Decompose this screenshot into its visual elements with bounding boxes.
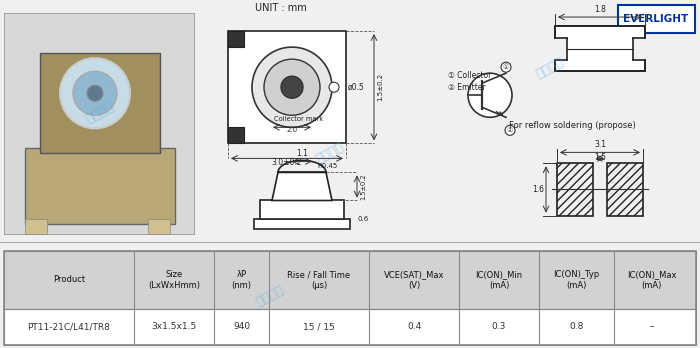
Text: 1.1: 1.1 bbox=[296, 149, 308, 158]
Circle shape bbox=[264, 59, 320, 115]
Text: 1.5±0.2: 1.5±0.2 bbox=[360, 173, 366, 200]
Text: PT11-21C/L41/TR8: PT11-21C/L41/TR8 bbox=[27, 323, 111, 332]
Bar bbox=[228, 127, 244, 143]
Bar bbox=[228, 31, 244, 47]
Text: IC(ON)_Typ
(mA): IC(ON)_Typ (mA) bbox=[554, 270, 600, 290]
Text: 3x1.5x1.5: 3x1.5x1.5 bbox=[151, 323, 197, 332]
Text: 1.5: 1.5 bbox=[594, 153, 606, 163]
Polygon shape bbox=[272, 172, 332, 200]
Text: R0.45: R0.45 bbox=[317, 164, 337, 169]
Bar bbox=[228, 31, 346, 143]
Bar bbox=[260, 200, 344, 219]
Text: UNIT : mm: UNIT : mm bbox=[255, 3, 307, 13]
Text: Size
(LxWxHmm): Size (LxWxHmm) bbox=[148, 270, 200, 290]
Text: 1.8: 1.8 bbox=[594, 5, 606, 14]
Text: 超毅电子: 超毅电子 bbox=[314, 141, 346, 166]
Text: IC(ON)_Min
(mA): IC(ON)_Min (mA) bbox=[475, 270, 523, 290]
Text: ø0.5: ø0.5 bbox=[348, 83, 365, 92]
Bar bbox=[25, 219, 47, 234]
Text: IC(ON)_Max
(mA): IC(ON)_Max (mA) bbox=[626, 270, 676, 290]
Text: 1.5±0.2: 1.5±0.2 bbox=[377, 73, 383, 101]
Bar bbox=[557, 164, 593, 215]
Bar bbox=[618, 5, 695, 33]
Bar bbox=[254, 219, 350, 229]
Circle shape bbox=[501, 62, 511, 72]
Bar bbox=[555, 26, 645, 71]
Text: EVERLIGHT: EVERLIGHT bbox=[624, 14, 689, 24]
Text: ②: ② bbox=[507, 127, 513, 133]
Text: 0.8: 0.8 bbox=[569, 323, 584, 332]
Circle shape bbox=[505, 125, 515, 135]
Bar bbox=[4, 251, 696, 309]
Circle shape bbox=[468, 73, 512, 117]
Bar bbox=[554, 38, 567, 60]
Circle shape bbox=[281, 76, 303, 98]
Bar bbox=[4, 309, 696, 345]
Circle shape bbox=[329, 82, 339, 92]
Text: 1.6: 1.6 bbox=[532, 185, 544, 194]
Circle shape bbox=[87, 85, 103, 101]
Text: ② Emitter: ② Emitter bbox=[448, 83, 486, 92]
Text: 3.0±0.2: 3.0±0.2 bbox=[272, 158, 302, 167]
Bar bbox=[4, 251, 696, 345]
Text: λP
(nm): λP (nm) bbox=[232, 270, 251, 290]
Text: 3.1: 3.1 bbox=[594, 140, 606, 149]
Text: Rise / Fall Time
(μs): Rise / Fall Time (μs) bbox=[288, 270, 351, 290]
Bar bbox=[607, 164, 643, 215]
Bar bbox=[40, 53, 160, 153]
Bar bbox=[633, 38, 646, 60]
Text: 超毅电子: 超毅电子 bbox=[253, 283, 286, 309]
Text: 0.3: 0.3 bbox=[492, 323, 506, 332]
Text: Collector mark: Collector mark bbox=[274, 116, 323, 122]
Bar bbox=[25, 148, 175, 223]
Text: For reflow soldering (propose): For reflow soldering (propose) bbox=[509, 121, 636, 130]
Bar bbox=[4, 13, 194, 234]
Text: 超毅电子: 超毅电子 bbox=[84, 101, 116, 126]
Bar bbox=[148, 219, 170, 234]
Text: VCE(SAT)_Max
(V): VCE(SAT)_Max (V) bbox=[384, 270, 444, 290]
Text: 2.0: 2.0 bbox=[286, 127, 297, 133]
Text: 940: 940 bbox=[233, 323, 250, 332]
Text: 0.6: 0.6 bbox=[357, 215, 368, 222]
Text: ①: ① bbox=[503, 64, 509, 70]
Circle shape bbox=[252, 47, 332, 127]
Text: 15 / 15: 15 / 15 bbox=[303, 323, 335, 332]
Text: –: – bbox=[650, 323, 654, 332]
Text: ① Collector: ① Collector bbox=[448, 71, 491, 80]
Text: 超毅电子: 超毅电子 bbox=[533, 55, 566, 81]
Text: Product: Product bbox=[53, 275, 85, 284]
Circle shape bbox=[60, 58, 130, 128]
Circle shape bbox=[73, 71, 117, 115]
Text: 0.4: 0.4 bbox=[407, 323, 421, 332]
